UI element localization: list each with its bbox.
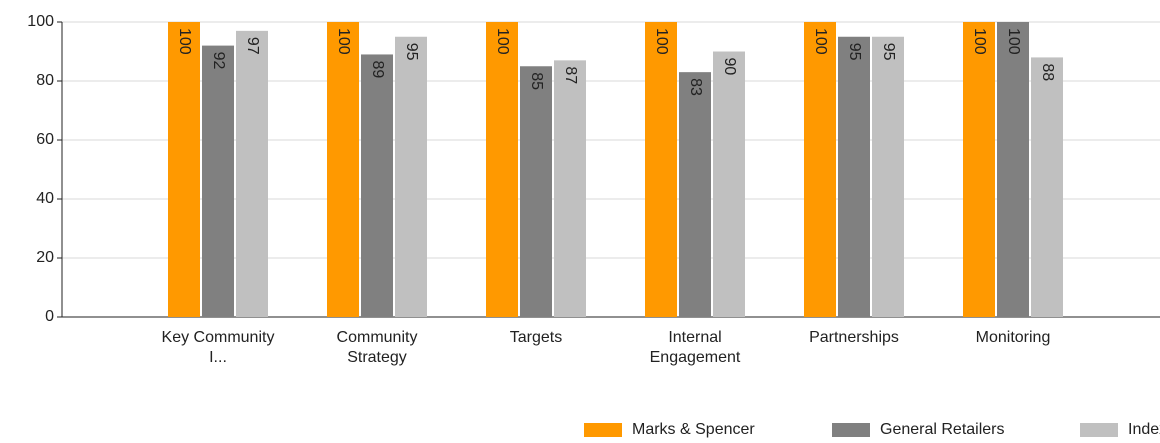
bar bbox=[872, 36, 904, 317]
legend-swatch bbox=[1080, 423, 1118, 437]
value-label: 100 bbox=[653, 28, 670, 55]
bar bbox=[645, 22, 677, 317]
bar bbox=[997, 22, 1029, 317]
y-tick-label: 60 bbox=[36, 131, 54, 148]
x-tick-label: Community Strategy bbox=[336, 329, 418, 366]
value-label: 100 bbox=[335, 28, 352, 55]
x-tick-label: Key Community I... bbox=[161, 329, 275, 366]
legend-label: Index bbox=[1128, 421, 1160, 438]
value-label: 100 bbox=[812, 28, 829, 55]
value-label: 92 bbox=[210, 52, 227, 70]
bar bbox=[486, 22, 518, 317]
bar bbox=[236, 30, 268, 317]
value-label: 95 bbox=[403, 43, 420, 61]
bar bbox=[361, 54, 393, 317]
legend-label: General Retailers bbox=[880, 421, 1005, 438]
value-label: 100 bbox=[494, 28, 511, 55]
bar bbox=[804, 22, 836, 317]
bar bbox=[554, 60, 586, 317]
legend-label: Marks & Spencer bbox=[632, 421, 755, 438]
bar bbox=[1031, 57, 1063, 318]
y-tick-label: 80 bbox=[36, 72, 54, 89]
bar bbox=[520, 66, 552, 317]
value-label: 100 bbox=[176, 28, 193, 55]
value-label: 95 bbox=[846, 43, 863, 61]
bar bbox=[679, 72, 711, 318]
legend-swatch bbox=[584, 423, 622, 437]
x-tick-label: Internal Engagement bbox=[649, 329, 741, 366]
bar bbox=[838, 36, 870, 317]
y-tick-label: 0 bbox=[45, 308, 54, 325]
value-label: 88 bbox=[1039, 63, 1056, 81]
value-label: 89 bbox=[369, 60, 386, 78]
value-label: 90 bbox=[721, 58, 738, 76]
bar bbox=[202, 45, 234, 317]
bar bbox=[327, 22, 359, 317]
value-label: 87 bbox=[562, 66, 579, 84]
bar bbox=[168, 22, 200, 317]
y-tick-label: 100 bbox=[27, 13, 54, 30]
x-tick-label: Targets bbox=[509, 329, 563, 346]
value-label: 83 bbox=[687, 78, 704, 96]
x-tick-label: Monitoring bbox=[975, 329, 1051, 346]
y-tick-label: 20 bbox=[36, 249, 54, 266]
bar bbox=[395, 36, 427, 317]
value-label: 97 bbox=[244, 37, 261, 55]
y-tick-label: 40 bbox=[36, 190, 54, 207]
value-label: 85 bbox=[528, 72, 545, 90]
value-label: 95 bbox=[880, 43, 897, 61]
value-label: 100 bbox=[1005, 28, 1022, 55]
value-label: 100 bbox=[971, 28, 988, 55]
bar bbox=[713, 51, 745, 317]
x-tick-label: Partnerships bbox=[809, 329, 899, 346]
legend-swatch bbox=[832, 423, 870, 437]
bar bbox=[963, 22, 995, 317]
